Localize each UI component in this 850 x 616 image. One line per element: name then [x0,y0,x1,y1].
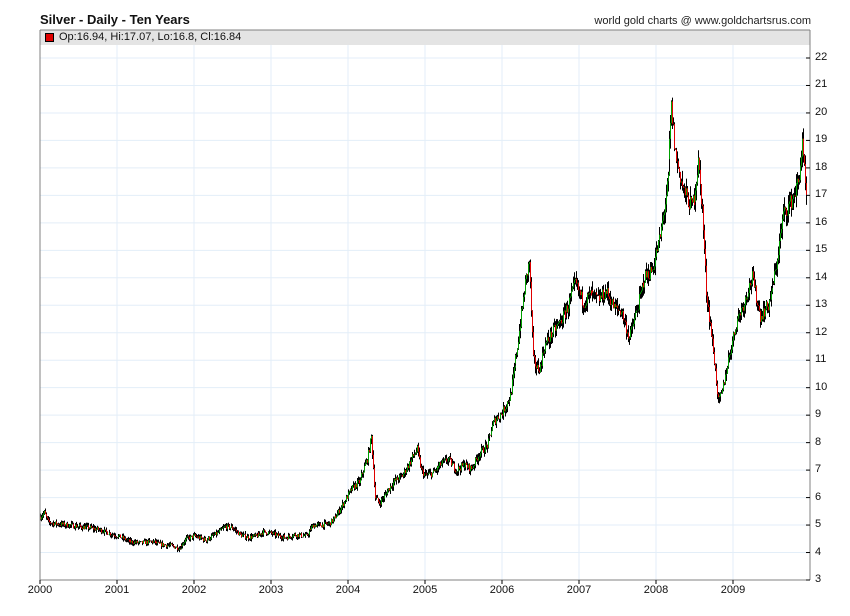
x-tick-label: 2000 [27,584,53,596]
chart-credit: world gold charts @ www.goldchartsrus.co… [594,15,811,27]
price-series [40,97,807,553]
y-tick-label: 13 [815,298,828,311]
chart-title: Silver - Daily - Ten Years [40,12,190,27]
x-tick-label: 2001 [104,584,130,596]
gridlines [40,45,810,580]
x-tick-label: 2005 [412,584,438,596]
legend-bar [40,30,810,45]
y-tick-label: 15 [815,243,828,256]
y-tick-label: 8 [815,435,822,448]
y-tick-label: 18 [815,160,828,173]
y-tick-label: 14 [815,270,828,283]
y-tick-label: 16 [815,215,828,228]
y-tick-label: 6 [815,490,822,503]
x-tick-label: 2002 [181,584,207,596]
legend-swatch-icon [45,32,54,42]
y-tick-label: 22 [815,51,828,63]
x-tick-label: 2008 [643,584,669,596]
y-tick-label: 10 [815,380,828,393]
x-tick-label: 2009 [720,584,746,596]
x-tick-label: 2006 [489,584,515,596]
y-tick-label: 5 [815,518,822,531]
y-tick-label: 4 [815,545,822,558]
y-tick-label: 3 [815,573,822,585]
y-tick-label: 20 [815,105,828,118]
y-tick-label: 7 [815,463,822,476]
y-tick-label: 19 [815,133,828,146]
y-tick-label: 9 [815,408,822,421]
axis-ticks [39,57,810,584]
ohlc-values: Op:16.94, Hi:17.07, Lo:16.8, Cl:16.84 [59,31,242,43]
ohlc-legend: Op:16.94, Hi:17.07, Lo:16.8, Cl:16.84 [41,31,241,43]
x-tick-label: 2004 [335,584,361,596]
x-tick-label: 2007 [566,584,592,596]
x-tick-label: 2003 [258,584,284,596]
y-tick-label: 12 [815,325,828,338]
y-tick-label: 11 [815,353,827,366]
y-tick-label: 21 [815,78,828,91]
y-tick-label: 17 [815,188,828,201]
